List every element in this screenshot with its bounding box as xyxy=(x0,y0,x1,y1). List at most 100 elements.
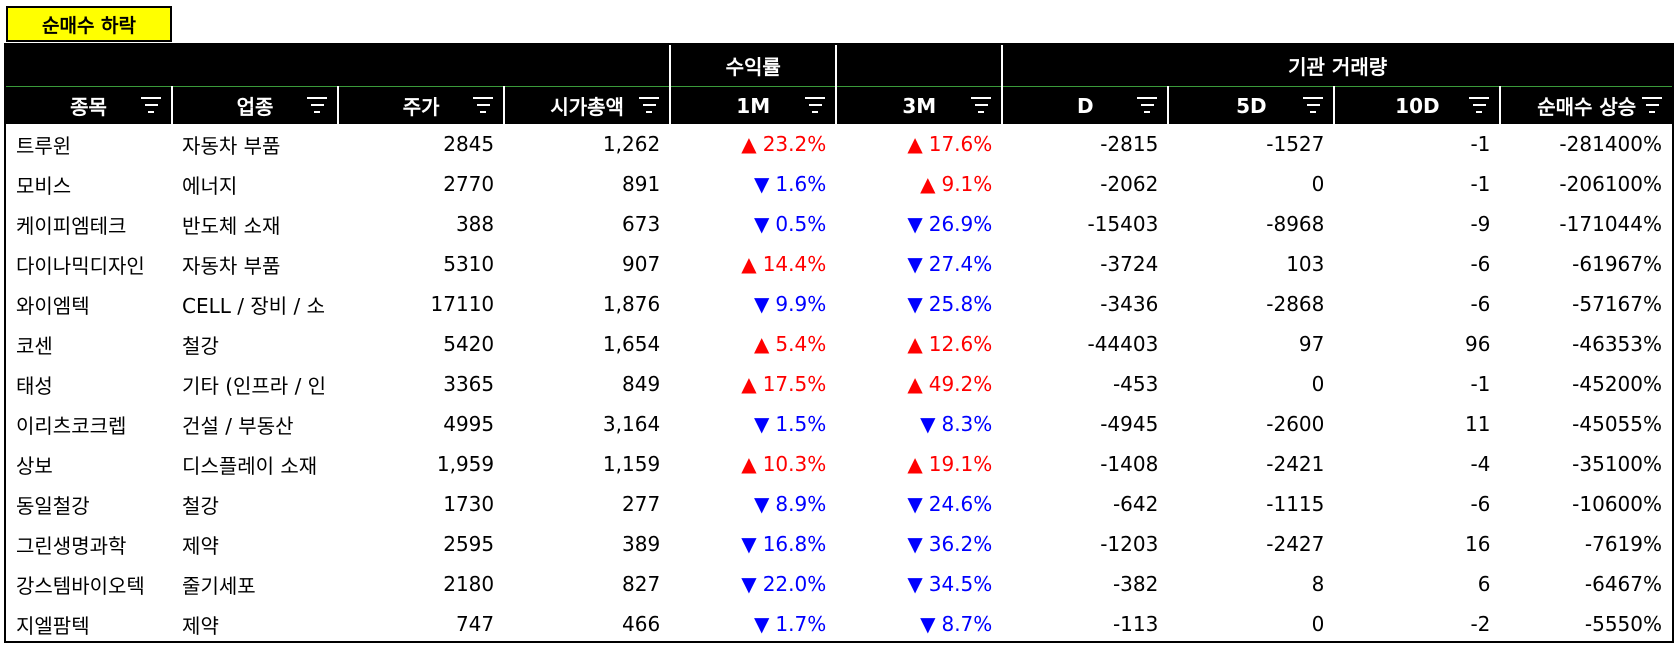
volume-10d-cell[interactable]: 6 xyxy=(1477,572,1491,596)
return-3m-cell[interactable]: ▲ 49.2% xyxy=(836,364,1002,404)
net-buy-cell[interactable]: -45200% xyxy=(1572,372,1662,396)
volume-10d-cell[interactable]: -1 xyxy=(1470,132,1491,156)
volume-5d-cell[interactable]: -2427 xyxy=(1266,532,1325,556)
column-header-7[interactable]: 5D xyxy=(1167,86,1335,124)
market-cap-cell[interactable]: 827 xyxy=(622,572,661,596)
return-3m-cell[interactable]: ▲ 12.6% xyxy=(836,324,1002,364)
column-header-9[interactable]: 순매수 상승 xyxy=(1499,86,1672,124)
sector-cell[interactable]: 기타 (인프라 / 인 xyxy=(182,373,327,398)
return-3m-cell[interactable]: ▲ 9.1% xyxy=(836,164,1002,204)
market-cap-cell[interactable]: 849 xyxy=(622,372,661,396)
stock-name-cell[interactable]: 상보 xyxy=(16,453,53,478)
net-buy-cell[interactable]: -6467% xyxy=(1584,572,1662,596)
volume-d-cell[interactable]: -44403 xyxy=(1087,332,1159,356)
return-1m-cell[interactable]: ▼ 0.5% xyxy=(670,204,836,244)
sector-cell[interactable]: 자동차 부품 xyxy=(182,253,281,278)
return-3m-cell[interactable]: ▼ 27.4% xyxy=(836,244,1002,284)
filter-icon[interactable] xyxy=(1303,97,1324,113)
return-3m-cell[interactable]: ▲ 19.1% xyxy=(836,444,1002,484)
market-cap-cell[interactable]: 1,876 xyxy=(602,292,661,316)
market-cap-cell[interactable]: 466 xyxy=(622,612,661,636)
market-cap-cell[interactable]: 1,654 xyxy=(602,332,661,356)
net-buy-cell[interactable]: -45055% xyxy=(1572,412,1662,436)
return-3m-cell[interactable]: ▼ 36.2% xyxy=(836,524,1002,564)
column-header-0[interactable]: 종목 xyxy=(6,86,173,124)
volume-d-cell[interactable]: -2062 xyxy=(1100,172,1159,196)
stock-name-cell[interactable]: 강스템바이오텍 xyxy=(16,573,145,598)
sector-cell[interactable]: CELL / 장비 / 소 xyxy=(182,293,326,318)
return-3m-cell[interactable]: ▼ 26.9% xyxy=(836,204,1002,244)
return-1m-cell[interactable]: ▲ 10.3% xyxy=(670,444,836,484)
sector-cell[interactable]: 디스플레이 소재 xyxy=(182,453,318,478)
return-3m-cell[interactable]: ▼ 25.8% xyxy=(836,284,1002,324)
net-buy-cell[interactable]: -10600% xyxy=(1572,492,1662,516)
return-3m-cell[interactable]: ▼ 34.5% xyxy=(836,564,1002,604)
return-1m-cell[interactable]: ▼ 1.7% xyxy=(670,604,836,644)
market-cap-cell[interactable]: 277 xyxy=(622,492,661,516)
volume-d-cell[interactable]: -15403 xyxy=(1087,212,1159,236)
return-3m-cell[interactable]: ▼ 24.6% xyxy=(836,484,1002,524)
return-1m-cell[interactable]: ▼ 1.6% xyxy=(670,164,836,204)
net-buy-cell[interactable]: -171044% xyxy=(1559,212,1662,236)
volume-d-cell[interactable]: -4945 xyxy=(1100,412,1159,436)
market-cap-cell[interactable]: 389 xyxy=(622,532,661,556)
column-header-8[interactable]: 10D xyxy=(1333,86,1501,124)
net-buy-cell[interactable]: -5550% xyxy=(1584,612,1662,636)
volume-10d-cell[interactable]: -1 xyxy=(1470,372,1491,396)
volume-10d-cell[interactable]: -2 xyxy=(1470,612,1491,636)
market-cap-cell[interactable]: 891 xyxy=(622,172,661,196)
filter-icon[interactable] xyxy=(1137,97,1158,113)
column-header-6[interactable]: D xyxy=(1001,86,1169,124)
sector-cell[interactable]: 철강 xyxy=(182,493,219,518)
volume-5d-cell[interactable]: 0 xyxy=(1311,372,1325,396)
sector-cell[interactable]: 건설 / 부동산 xyxy=(182,413,294,438)
filter-icon[interactable] xyxy=(307,97,328,113)
column-header-4[interactable]: 1M xyxy=(669,86,837,124)
return-1m-cell[interactable]: ▲ 17.5% xyxy=(670,364,836,404)
price-cell[interactable]: 747 xyxy=(455,612,495,636)
column-header-1[interactable]: 업종 xyxy=(171,86,339,124)
filter-icon[interactable] xyxy=(141,97,162,113)
market-cap-cell[interactable]: 673 xyxy=(622,212,661,236)
volume-d-cell[interactable]: -113 xyxy=(1112,612,1159,636)
volume-10d-cell[interactable]: 11 xyxy=(1464,412,1491,436)
volume-d-cell[interactable]: -3724 xyxy=(1100,252,1159,276)
filter-icon[interactable] xyxy=(473,97,494,113)
return-1m-cell[interactable]: ▼ 16.8% xyxy=(670,524,836,564)
sector-cell[interactable]: 줄기세포 xyxy=(182,573,256,598)
column-header-5[interactable]: 3M xyxy=(835,86,1003,124)
sector-cell[interactable]: 철강 xyxy=(182,333,219,358)
stock-name-cell[interactable]: 지엘팜텍 xyxy=(16,613,90,638)
column-header-3[interactable]: 시가총액 xyxy=(503,86,671,124)
volume-d-cell[interactable]: -2815 xyxy=(1100,132,1159,156)
volume-10d-cell[interactable]: -6 xyxy=(1470,252,1491,276)
stock-name-cell[interactable]: 트루윈 xyxy=(16,133,72,158)
volume-5d-cell[interactable]: 0 xyxy=(1311,172,1325,196)
sector-cell[interactable]: 제약 xyxy=(182,533,219,558)
return-1m-cell[interactable]: ▼ 22.0% xyxy=(670,564,836,604)
sector-cell[interactable]: 반도체 소재 xyxy=(182,213,281,238)
volume-d-cell[interactable]: -3436 xyxy=(1100,292,1159,316)
filter-icon[interactable] xyxy=(1642,97,1662,113)
net-buy-cell[interactable]: -46353% xyxy=(1572,332,1662,356)
volume-10d-cell[interactable]: 96 xyxy=(1464,332,1491,356)
net-buy-cell[interactable]: -206100% xyxy=(1559,172,1662,196)
volume-d-cell[interactable]: -1408 xyxy=(1100,452,1159,476)
market-cap-cell[interactable]: 1,262 xyxy=(602,132,661,156)
volume-5d-cell[interactable]: 97 xyxy=(1298,332,1325,356)
price-cell[interactable]: 4995 xyxy=(443,412,495,436)
volume-10d-cell[interactable]: 16 xyxy=(1464,532,1491,556)
return-1m-cell[interactable]: ▲ 5.4% xyxy=(670,324,836,364)
return-3m-cell[interactable]: ▼ 8.7% xyxy=(836,604,1002,644)
market-cap-cell[interactable]: 907 xyxy=(622,252,661,276)
net-buy-cell[interactable]: -35100% xyxy=(1572,452,1662,476)
return-1m-cell[interactable]: ▼ 9.9% xyxy=(670,284,836,324)
net-buy-cell[interactable]: -7619% xyxy=(1584,532,1662,556)
sector-cell[interactable]: 에너지 xyxy=(182,173,238,198)
filter-icon[interactable] xyxy=(639,97,660,113)
price-cell[interactable]: 2845 xyxy=(443,132,495,156)
stock-name-cell[interactable]: 동일철강 xyxy=(16,493,90,518)
return-3m-cell[interactable]: ▲ 17.6% xyxy=(836,124,1002,164)
sector-cell[interactable]: 자동차 부품 xyxy=(182,133,281,158)
volume-5d-cell[interactable]: -1527 xyxy=(1266,132,1325,156)
